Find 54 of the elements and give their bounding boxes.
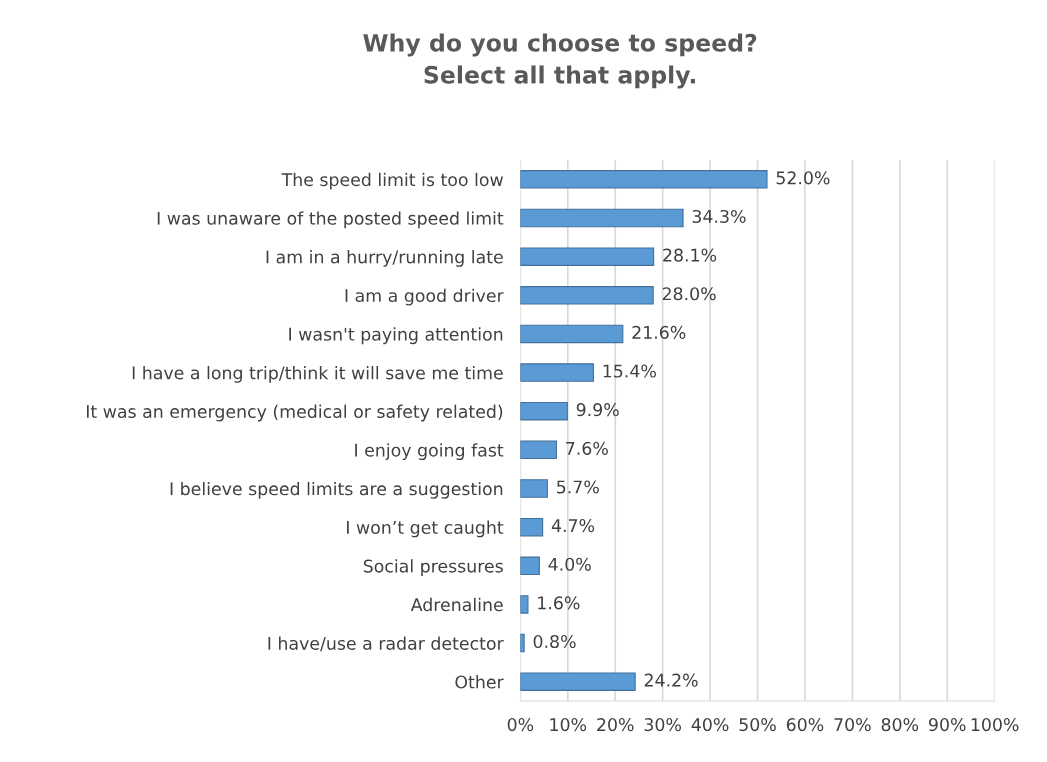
y-tick-label: I was unaware of the posted speed limit xyxy=(157,211,504,229)
data-label: 9.9% xyxy=(576,403,619,417)
bar xyxy=(520,170,768,189)
y-tick-label: I believe speed limits are a suggestion xyxy=(170,481,503,499)
data-label: 15.4% xyxy=(603,364,656,378)
bar xyxy=(520,517,544,537)
x-tick-label: 70% xyxy=(834,718,871,732)
data-label: 24.2% xyxy=(644,673,698,687)
x-tick-label: 0% xyxy=(507,718,534,732)
data-label: 0.8% xyxy=(533,634,576,649)
data-label: 28.1% xyxy=(663,248,717,262)
x-tick-label: 90% xyxy=(929,718,966,732)
y-tick-label: The speed limit is too low xyxy=(281,172,503,190)
y-tick-label: It was an emergency (medical or safety related) xyxy=(86,404,503,422)
bar xyxy=(520,479,548,498)
y-tick-label: I am in a hurry/running late xyxy=(266,250,503,267)
x-tick-label: 60% xyxy=(786,718,824,732)
bar xyxy=(520,440,557,460)
bar xyxy=(520,595,529,614)
data-label: 4.0% xyxy=(548,557,591,571)
x-tick-label: 10% xyxy=(550,718,587,732)
x-tick-label: 30% xyxy=(644,718,681,732)
data-label: 21.6% xyxy=(632,325,686,339)
x-tick-label: 80% xyxy=(881,718,919,732)
data-label: 5.7% xyxy=(557,480,599,494)
x-tick-label: 20% xyxy=(597,718,634,732)
y-tick-label: Adrenaline xyxy=(410,597,503,612)
data-label: 28.0% xyxy=(662,287,716,301)
bar xyxy=(520,401,568,421)
data-label: 52.0% xyxy=(776,171,830,185)
bar xyxy=(520,633,525,653)
bar xyxy=(520,672,636,691)
bar xyxy=(520,208,684,228)
y-tick-label: I wasn't paying attention xyxy=(289,327,503,345)
y-tick-label: I am a good driver xyxy=(345,288,504,306)
x-tick-label: 50% xyxy=(739,718,776,732)
y-tick-label: I have/use a radar detector xyxy=(268,636,504,652)
data-label: 34.3% xyxy=(692,209,746,224)
data-label: 7.6% xyxy=(566,441,608,455)
bar xyxy=(520,247,655,266)
y-tick-label: I enjoy going fast xyxy=(355,443,504,461)
data-label: 1.6% xyxy=(538,596,580,610)
y-tick-label: I have a long trip/think it will save me time xyxy=(132,365,503,383)
y-tick-label: Other xyxy=(455,675,504,689)
bar xyxy=(520,363,594,382)
x-tick-label: 100% xyxy=(971,718,1019,732)
x-tick-label: 40% xyxy=(691,718,729,732)
y-tick-label: I won’t get caught xyxy=(347,520,504,538)
bar xyxy=(520,286,654,305)
data-label: 4.7% xyxy=(551,519,595,533)
bar xyxy=(520,324,624,344)
y-tick-label: Social pressures xyxy=(363,559,503,576)
chart-title: Why do you choose to speed? Select all that apply. xyxy=(363,33,757,89)
bar xyxy=(520,556,540,576)
